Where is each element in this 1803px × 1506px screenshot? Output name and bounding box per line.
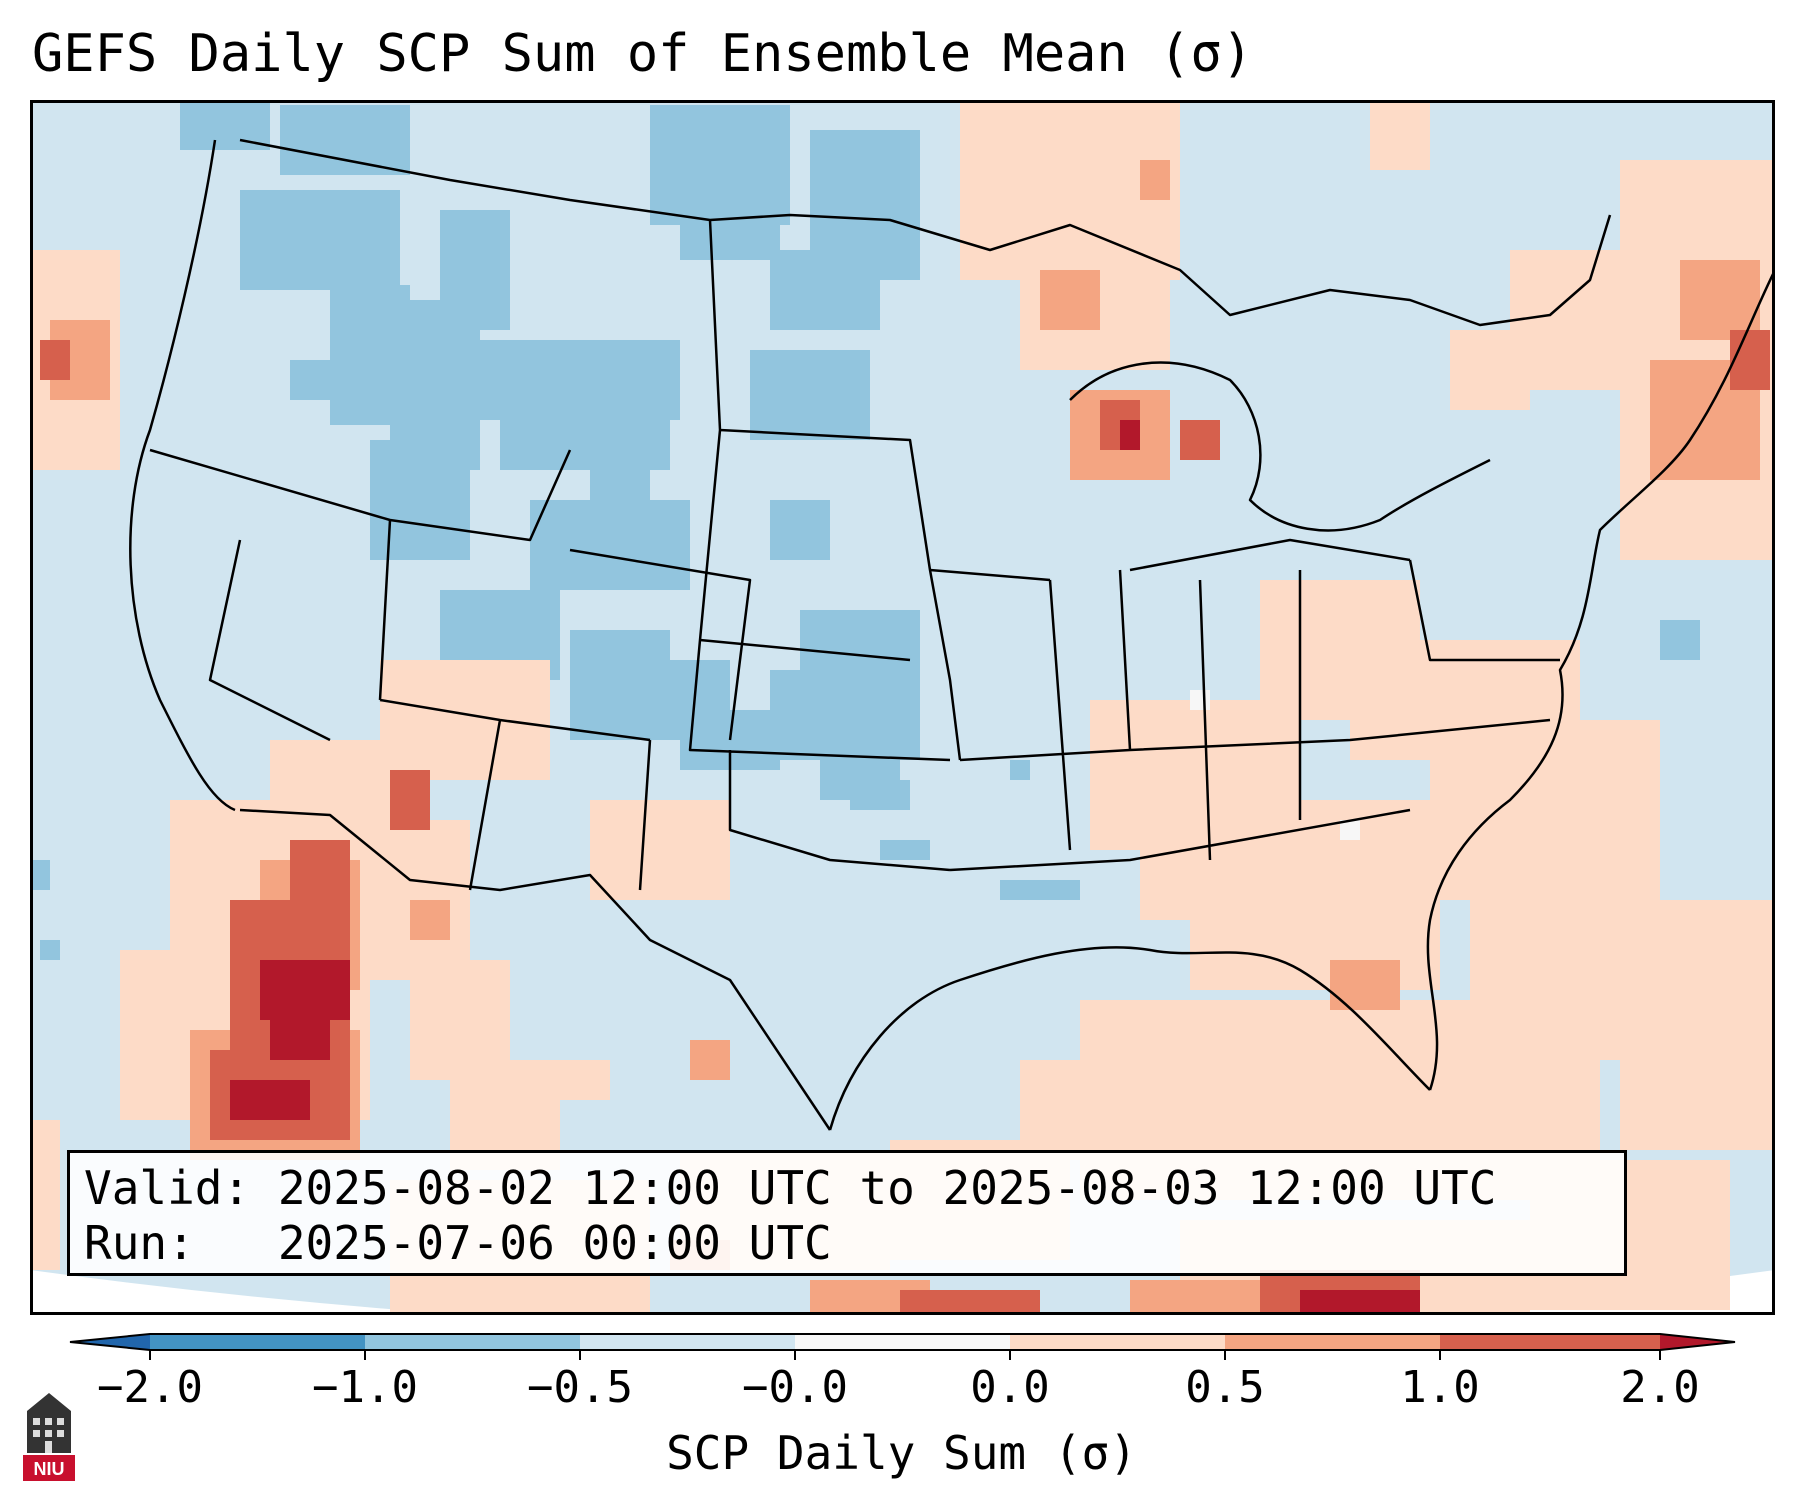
us-canada-border xyxy=(239,138,1612,327)
west-coast xyxy=(129,139,236,812)
political-boundaries xyxy=(129,138,1775,1131)
colorbar-tick-label: 1.0 xyxy=(1400,1362,1480,1413)
colorbar-tick-label: 0.5 xyxy=(1185,1362,1265,1413)
conus-map xyxy=(30,100,1775,1315)
map-border xyxy=(30,100,1775,1315)
logo-text: NIU xyxy=(34,1459,65,1479)
east-coast xyxy=(1426,269,1775,1091)
great-lakes xyxy=(1069,361,1491,532)
state-lines-west xyxy=(149,448,752,891)
positive-anomaly-extreme xyxy=(230,420,1420,1315)
colorbar-bin xyxy=(1440,1334,1660,1350)
valid-time-text: Valid: 2025-08-02 12:00 UTC to 2025-08-0… xyxy=(84,1161,1497,1215)
projection-edge xyxy=(30,1270,1775,1315)
gulf-coast xyxy=(828,946,1431,1131)
colorbar-label: SCP Daily Sum (σ) xyxy=(666,1426,1137,1480)
state-lines-east xyxy=(929,538,1560,872)
state-lines-plains xyxy=(688,219,962,872)
map-panel xyxy=(30,100,1775,1315)
colorbar-graphic xyxy=(69,1333,1736,1360)
colorbar-bin xyxy=(1225,1334,1440,1350)
colorbar-tick-label: −1.0 xyxy=(312,1362,418,1413)
colorbar-extend-max xyxy=(1660,1334,1735,1350)
colorbar-ticks xyxy=(149,1350,1661,1360)
positive-anomaly-light xyxy=(30,100,1775,1315)
us-mexico-border xyxy=(239,808,832,1131)
colorbar-tick-label: −0.0 xyxy=(742,1362,848,1413)
colorbar-tick-label: −2.0 xyxy=(97,1362,203,1413)
niu-tower-icon: NIU xyxy=(23,1393,75,1481)
colorbar-bin xyxy=(1010,1334,1225,1350)
colorbar-bin xyxy=(580,1334,795,1350)
colorbar-bin xyxy=(150,1334,365,1350)
colorbar-tick-label: 2.0 xyxy=(1620,1362,1700,1413)
valid-run-info-box: Valid: 2025-08-02 12:00 UTC to 2025-08-0… xyxy=(67,1150,1627,1276)
chart-title: GEFS Daily SCP Sum of Ensemble Mean (σ) xyxy=(32,24,1253,84)
run-time-text: Run: 2025-07-06 00:00 UTC xyxy=(84,1216,832,1270)
colorbar xyxy=(60,1314,1740,1370)
negative-anomaly-cells xyxy=(30,100,1700,960)
colorbar-tick-label: 0.0 xyxy=(970,1362,1050,1413)
colorbar-extend-min xyxy=(70,1334,150,1350)
niu-logo: NIU xyxy=(21,1391,77,1483)
colorbar-bin xyxy=(365,1334,580,1350)
colorbar-bin xyxy=(795,1334,1010,1350)
colorbar-tick-label: −0.5 xyxy=(527,1362,633,1413)
